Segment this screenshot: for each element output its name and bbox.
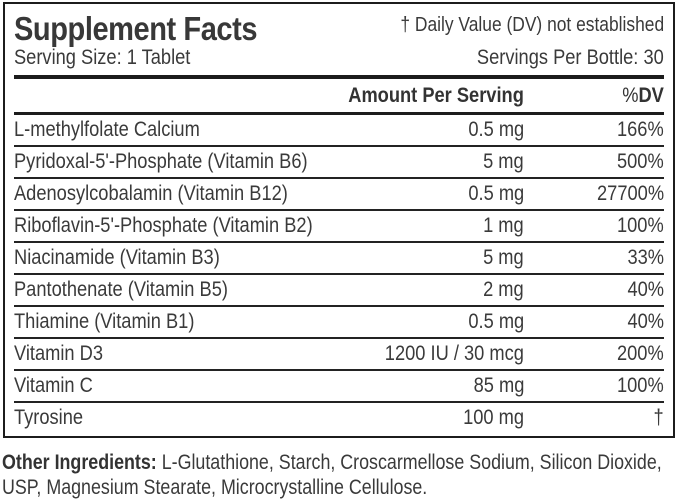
other-ingredients-label: Other Ingredients:	[2, 451, 157, 474]
dv-label: DV	[638, 83, 664, 107]
ingredient-dv: 100%	[617, 374, 664, 397]
panel-header: Supplement Facts † Daily Value (DV) not …	[14, 12, 664, 45]
ingredient-amount: 5 mg	[483, 150, 524, 173]
ingredient-amount: 1 mg	[483, 214, 524, 237]
supplement-facts-panel: Supplement Facts † Daily Value (DV) not …	[3, 2, 675, 438]
column-header-amount: Amount Per Serving	[348, 83, 524, 107]
other-ingredients-list: L-Glutathione, Starch, Croscarmellose So…	[2, 451, 662, 499]
ingredient-amount: 2 mg	[483, 278, 524, 301]
dv-footnote: † Daily Value (DV) not established	[400, 14, 664, 36]
ingredient-dv: †	[653, 406, 664, 429]
ingredient-name: Riboflavin-5'-Phosphate (Vitamin B2)	[14, 214, 313, 237]
ingredient-dv: 200%	[617, 342, 664, 365]
table-row: L-methylfolate Calcium 0.5 mg 166%	[14, 115, 664, 147]
ingredient-dv: 40%	[627, 310, 664, 333]
ingredient-amount: 100 mg	[463, 406, 524, 429]
ingredient-amount: 0.5 mg	[468, 310, 524, 333]
table-row: Vitamin D3 1200 IU / 30 mcg 200%	[14, 339, 664, 371]
header-divider	[14, 112, 664, 115]
ingredient-name: Vitamin D3	[14, 342, 104, 365]
ingredient-dv: 166%	[617, 118, 664, 141]
table-row: Adenosylcobalamin (Vitamin B12) 0.5 mg 2…	[14, 179, 664, 211]
column-header-dv: %DV	[524, 84, 664, 108]
ingredient-name: Thiamine (Vitamin B1)	[14, 310, 195, 333]
ingredient-name: Adenosylcobalamin (Vitamin B12)	[14, 182, 288, 205]
ingredient-dv: 33%	[627, 246, 664, 269]
table-row: Pantothenate (Vitamin B5) 2 mg 40%	[14, 275, 664, 307]
serving-size: Serving Size: 1 Tablet	[14, 46, 191, 69]
ingredient-name: Vitamin C	[14, 374, 93, 397]
table-row: Thiamine (Vitamin B1) 0.5 mg 40%	[14, 307, 664, 339]
servings-per-bottle: Servings Per Bottle: 30	[477, 46, 664, 69]
table-row: Niacinamide (Vitamin B3) 5 mg 33%	[14, 243, 664, 275]
table-row: Vitamin C 85 mg 100%	[14, 371, 664, 403]
facts-rows: L-methylfolate Calcium 0.5 mg 166% Pyrid…	[14, 115, 664, 433]
ingredient-name: Tyrosine	[14, 406, 84, 429]
ingredient-name: Niacinamide (Vitamin B3)	[14, 246, 220, 269]
dv-percent-symbol: %	[622, 83, 639, 107]
table-row: Riboflavin-5'-Phosphate (Vitamin B2) 1 m…	[14, 211, 664, 243]
panel-title: Supplement Facts	[14, 10, 258, 47]
ingredient-dv: 500%	[617, 150, 664, 173]
other-ingredients: Other Ingredients: L-Glutathione, Starch…	[2, 450, 679, 500]
ingredient-name: Pyridoxal-5'-Phosphate (Vitamin B6)	[14, 150, 308, 173]
table-row: Tyrosine 100 mg †	[14, 403, 664, 433]
ingredient-name: L-methylfolate Calcium	[14, 118, 200, 141]
column-header-row: Amount Per Serving %DV	[14, 79, 664, 112]
ingredient-name: Pantothenate (Vitamin B5)	[14, 278, 228, 301]
ingredient-dv: 40%	[627, 278, 664, 301]
table-row: Pyridoxal-5'-Phosphate (Vitamin B6) 5 mg…	[14, 147, 664, 179]
ingredient-amount: 1200 IU / 30 mcg	[384, 342, 524, 365]
ingredient-amount: 5 mg	[483, 246, 524, 269]
serving-info: Serving Size: 1 Tablet Servings Per Bott…	[14, 46, 664, 69]
ingredient-amount: 85 mg	[473, 374, 524, 397]
ingredient-dv: 27700%	[596, 182, 664, 205]
thick-divider	[14, 75, 664, 79]
ingredient-amount: 0.5 mg	[468, 182, 524, 205]
ingredient-dv: 100%	[617, 214, 664, 237]
ingredient-amount: 0.5 mg	[468, 118, 524, 141]
